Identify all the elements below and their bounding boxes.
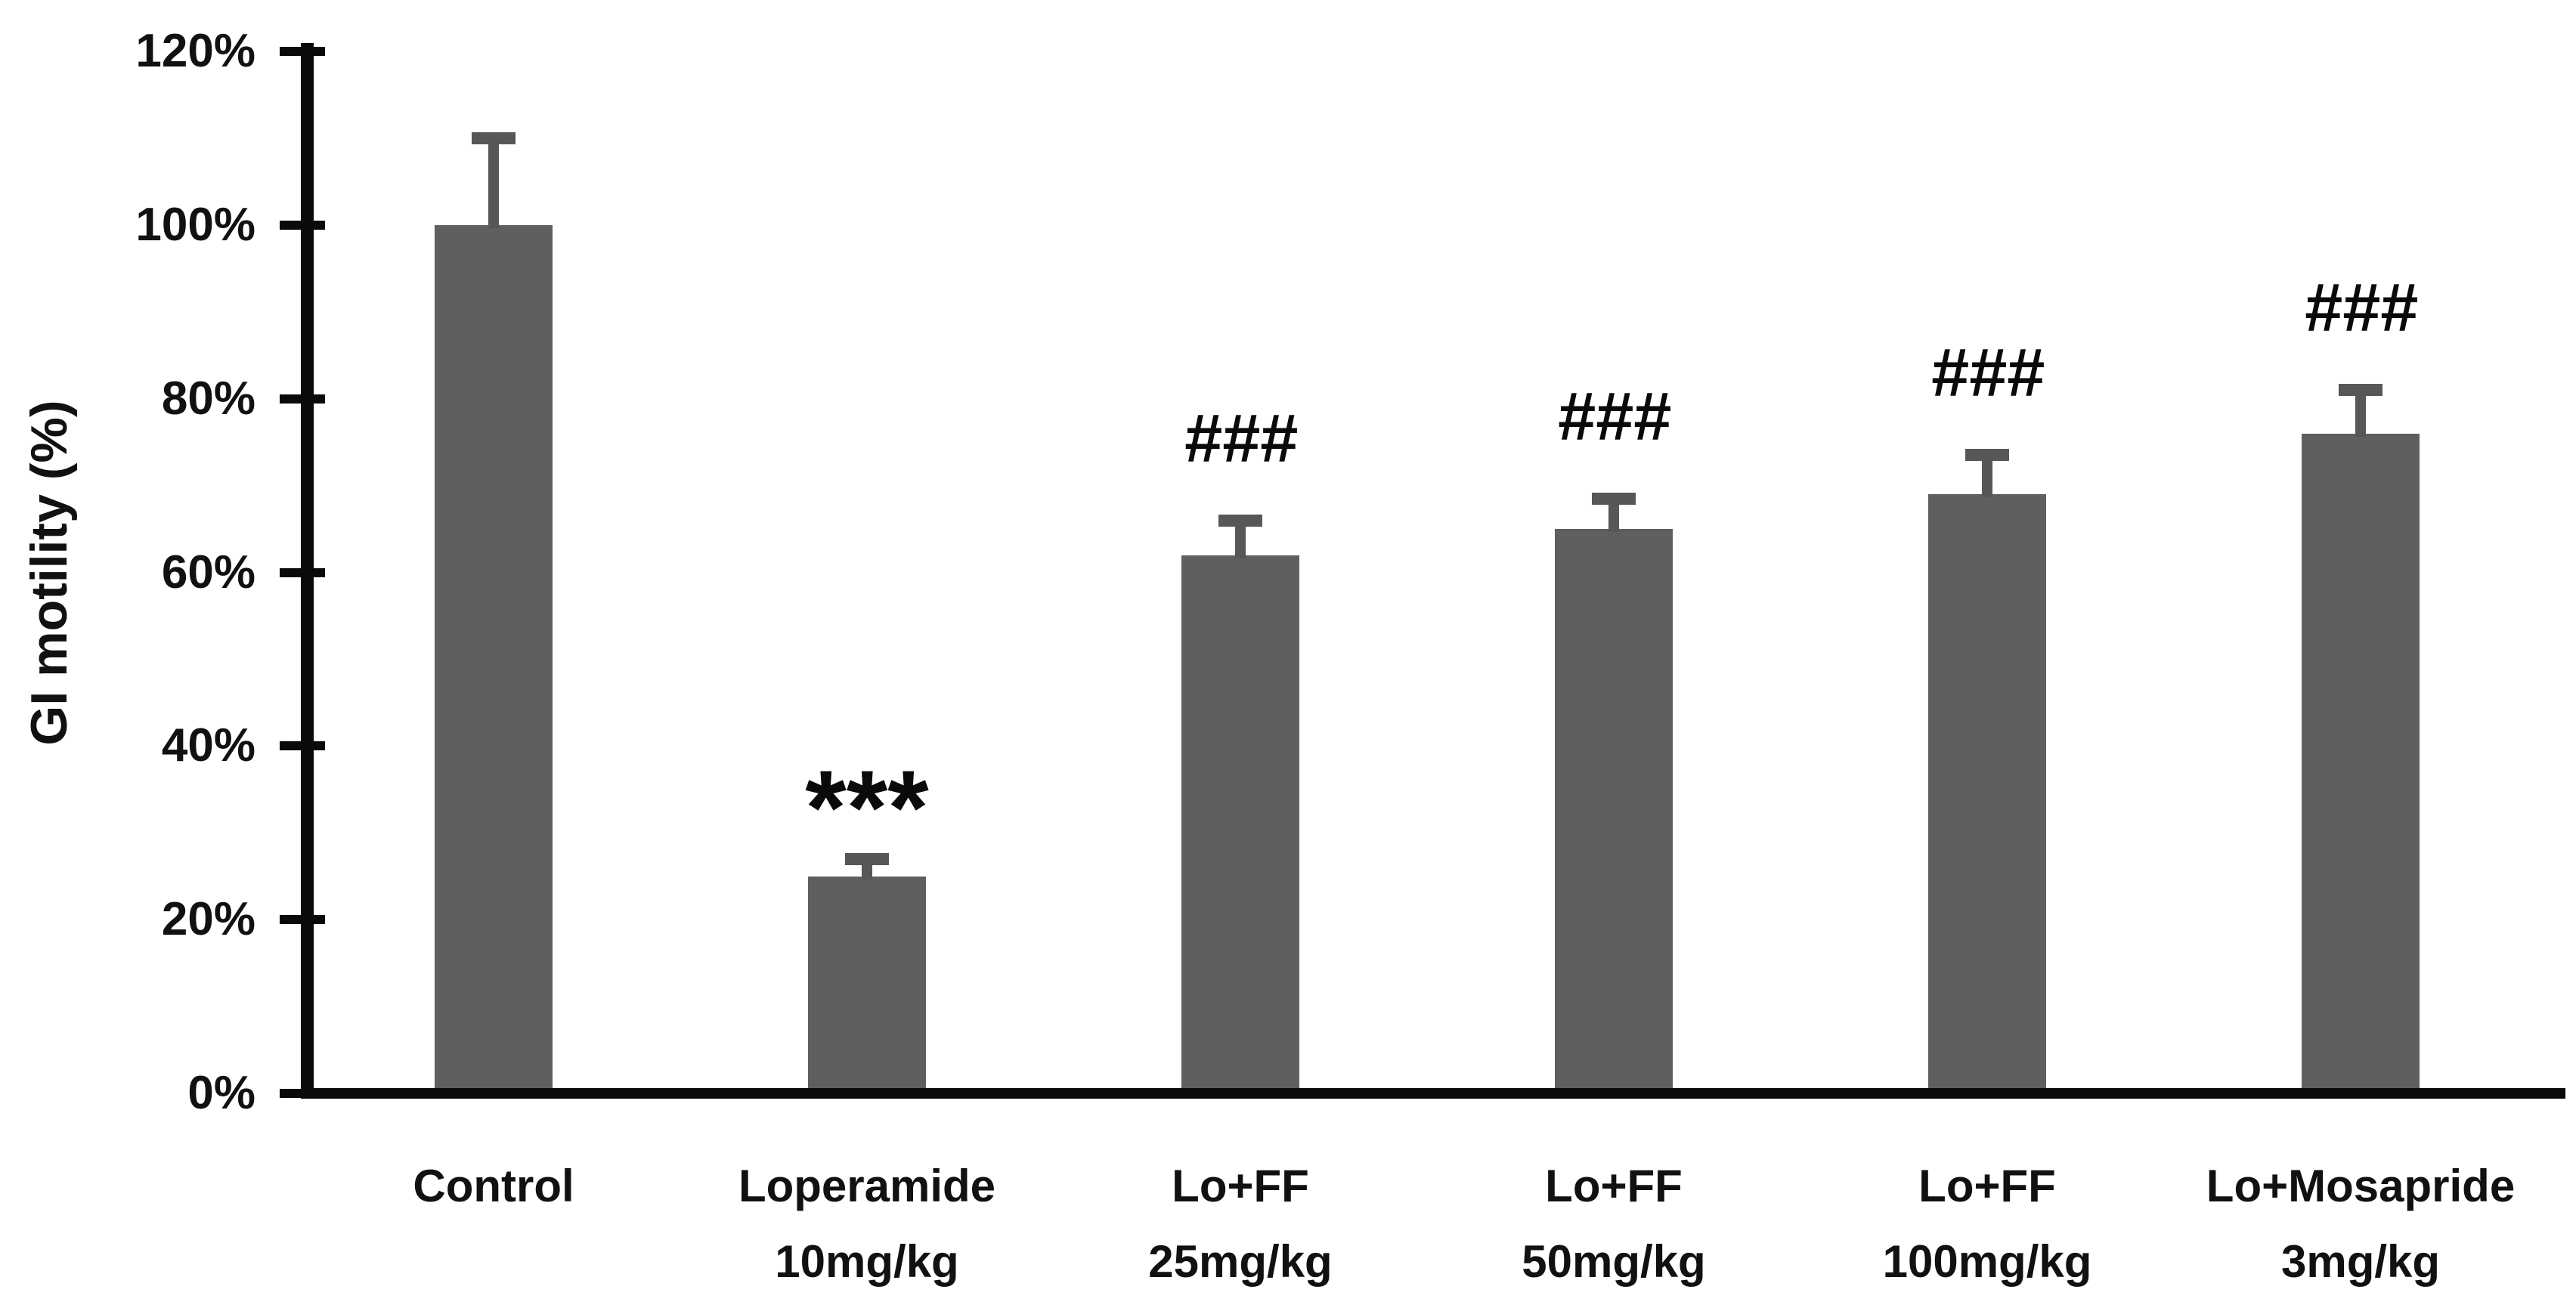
bar-lo+ff-50mg/kg <box>1555 529 1673 1093</box>
significance-annotation: ### <box>1556 379 1671 455</box>
y-axis-tick <box>280 221 325 230</box>
bar-control <box>435 225 553 1093</box>
x-axis-line <box>301 1088 2565 1099</box>
error-bar-stem <box>1235 520 1246 558</box>
category-label-line1: Control <box>413 1161 574 1211</box>
y-axis-tick-label: 120% <box>135 25 255 78</box>
category-label: Lo+FF 25mg/kg <box>1059 1149 1422 1300</box>
category-label-line1: Lo+FF <box>1918 1161 2056 1211</box>
category-label-line2: 25mg/kg <box>1148 1236 1333 1287</box>
category-label-line1: Lo+FF <box>1545 1161 1683 1211</box>
category-label-line2: 10mg/kg <box>775 1236 959 1287</box>
error-bar-stem <box>1608 498 1619 533</box>
error-bar-stem <box>1982 455 1992 498</box>
error-bar-stem <box>488 138 499 228</box>
error-bar-cap <box>2339 384 2382 397</box>
significance-annotation: ### <box>2303 271 2418 347</box>
category-label-line1: Lo+Mosapride <box>2206 1161 2516 1211</box>
category-label-line2: 3mg/kg <box>2280 1236 2441 1287</box>
y-axis-tick <box>280 741 325 751</box>
y-axis-tick <box>280 567 325 577</box>
bar-lo+mosapride-3mg/kg <box>2302 433 2420 1093</box>
y-axis-tick-label: 0% <box>187 1067 255 1119</box>
error-bar-cap <box>472 132 516 145</box>
bar-loperamide-10mg/kg <box>808 876 926 1093</box>
y-axis-tick <box>280 394 325 404</box>
y-axis-tick-label: 60% <box>161 546 255 598</box>
y-axis-tick-label: 80% <box>161 372 255 425</box>
significance-annotation: ### <box>1930 335 2045 412</box>
category-label: Control <box>312 1149 675 1224</box>
category-label-line2: 50mg/kg <box>1522 1236 1706 1287</box>
category-label-line1: Loperamide <box>738 1161 996 1211</box>
y-axis-tick <box>280 47 325 57</box>
error-bar-cap <box>1218 514 1262 527</box>
category-label-line2: 100mg/kg <box>1882 1236 2092 1287</box>
category-label: Loperamide 10mg/kg <box>686 1149 1048 1300</box>
error-bar-cap <box>845 852 889 865</box>
y-axis-tick <box>280 915 325 925</box>
error-bar-cap <box>1592 492 1636 505</box>
category-label-line1: Lo+FF <box>1172 1161 1309 1211</box>
y-axis-tick-label: 20% <box>161 893 255 946</box>
y-axis-tick-label: 40% <box>161 719 255 772</box>
error-bar-cap <box>1965 449 2009 462</box>
bar-lo+ff-100mg/kg <box>1928 494 2046 1093</box>
bar-lo+ff-25mg/kg <box>1181 555 1299 1093</box>
category-label: Lo+Mosapride 3mg/kg <box>2179 1149 2542 1300</box>
category-label: Lo+FF 100mg/kg <box>1806 1149 2169 1300</box>
significance-annotation: ### <box>1183 400 1298 477</box>
category-label: Lo+FF 50mg/kg <box>1432 1149 1795 1300</box>
significance-annotation: *** <box>805 747 929 867</box>
y-axis-tick-label: 100% <box>135 199 255 251</box>
error-bar-stem <box>2355 390 2366 437</box>
